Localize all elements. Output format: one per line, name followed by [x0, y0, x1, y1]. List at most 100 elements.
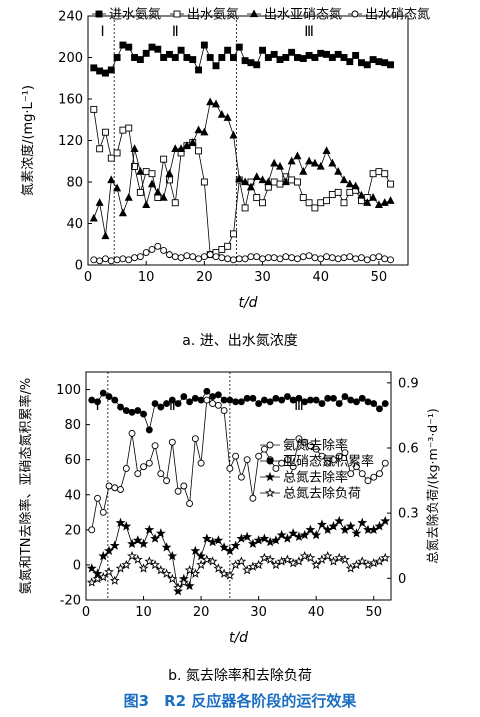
- data-point: [312, 396, 320, 404]
- data-point: [380, 515, 391, 526]
- data-point: [311, 54, 319, 61]
- y2-tick-label: 0.9: [398, 376, 419, 391]
- data-point: [171, 253, 179, 261]
- legend-marker: [265, 471, 275, 482]
- data-point: [107, 175, 116, 184]
- data-point: [363, 61, 371, 69]
- data-point: [288, 528, 299, 538]
- data-point: [136, 188, 144, 196]
- data-point: [270, 158, 279, 167]
- data-point: [220, 396, 228, 404]
- data-point: [144, 556, 155, 566]
- data-point: [340, 254, 348, 262]
- data-point: [148, 245, 156, 253]
- phase-label: Ⅲ: [304, 24, 314, 40]
- legend-marker: [95, 10, 103, 18]
- data-point: [369, 170, 377, 178]
- data-point: [358, 470, 366, 478]
- data-point: [99, 389, 107, 397]
- data-point: [188, 138, 197, 146]
- data-point: [174, 487, 182, 495]
- data-point: [184, 564, 195, 575]
- data-point: [113, 149, 121, 157]
- data-point: [206, 97, 215, 106]
- data-point: [282, 253, 290, 261]
- data-point: [183, 252, 191, 260]
- data-point: [381, 59, 389, 67]
- legend-marker: [173, 10, 181, 18]
- data-point: [213, 535, 224, 545]
- data-point: [111, 396, 119, 404]
- data-point: [224, 242, 232, 250]
- x-tick-label: 20: [196, 270, 213, 285]
- data-point: [115, 517, 126, 528]
- data-point: [255, 400, 263, 408]
- data-point: [281, 177, 290, 186]
- data-point: [88, 526, 96, 534]
- data-point: [166, 251, 173, 259]
- data-point: [363, 198, 372, 206]
- data-point: [322, 550, 333, 561]
- data-point: [381, 170, 389, 178]
- data-point: [189, 56, 197, 64]
- data-point: [255, 452, 263, 460]
- data-point: [236, 556, 247, 566]
- data-point: [218, 254, 226, 262]
- data-point: [113, 183, 122, 192]
- data-point: [94, 494, 101, 502]
- legend-marker: [249, 9, 259, 18]
- data-point: [195, 255, 202, 263]
- data-point: [260, 445, 268, 453]
- data-point: [212, 253, 220, 261]
- data-point: [161, 542, 172, 552]
- data-point: [299, 167, 308, 175]
- data-point: [364, 398, 372, 406]
- data-point: [381, 459, 389, 467]
- data-point: [201, 554, 212, 564]
- series-4: [86, 550, 391, 592]
- data-point: [335, 400, 343, 408]
- y-tick-label: 80: [64, 418, 81, 433]
- data-point: [289, 463, 297, 471]
- series-3: [89, 97, 395, 240]
- legend-marker: [265, 487, 275, 498]
- data-point: [224, 46, 232, 54]
- data-point: [323, 197, 330, 205]
- data-point: [276, 180, 284, 188]
- data-point: [174, 400, 182, 408]
- data-point: [150, 559, 160, 570]
- data-point: [197, 396, 205, 404]
- data-point: [235, 255, 243, 263]
- data-point: [117, 403, 124, 411]
- y-tick-label: 160: [58, 93, 83, 108]
- data-point: [380, 198, 389, 206]
- data-point: [92, 573, 103, 584]
- data-point: [352, 255, 360, 263]
- data-point: [166, 50, 173, 58]
- data-point: [334, 255, 342, 263]
- data-point: [357, 190, 366, 199]
- data-point: [317, 49, 325, 57]
- data-point: [301, 438, 309, 446]
- legend-marker: [266, 441, 274, 449]
- data-point: [128, 408, 136, 416]
- data-point: [196, 550, 207, 561]
- data-point: [166, 176, 173, 184]
- data-point: [96, 257, 104, 265]
- data-point: [363, 559, 373, 570]
- data-point: [186, 398, 194, 406]
- data-point: [104, 566, 114, 577]
- data-point: [301, 398, 309, 406]
- data-point: [368, 524, 379, 535]
- data-point: [305, 156, 314, 165]
- data-point: [131, 162, 138, 170]
- chart-removal-rate-load: 0 10 20 30 40 50-2002040608010000.30.60.9总氮去除…: [18, 371, 440, 646]
- data-point: [230, 559, 241, 570]
- data-point: [197, 459, 205, 467]
- data-point: [375, 168, 383, 176]
- data-point: [140, 463, 147, 471]
- x-tick-label: 30: [250, 605, 267, 620]
- data-point: [249, 394, 257, 402]
- data-point: [173, 586, 183, 596]
- data-point: [351, 528, 362, 538]
